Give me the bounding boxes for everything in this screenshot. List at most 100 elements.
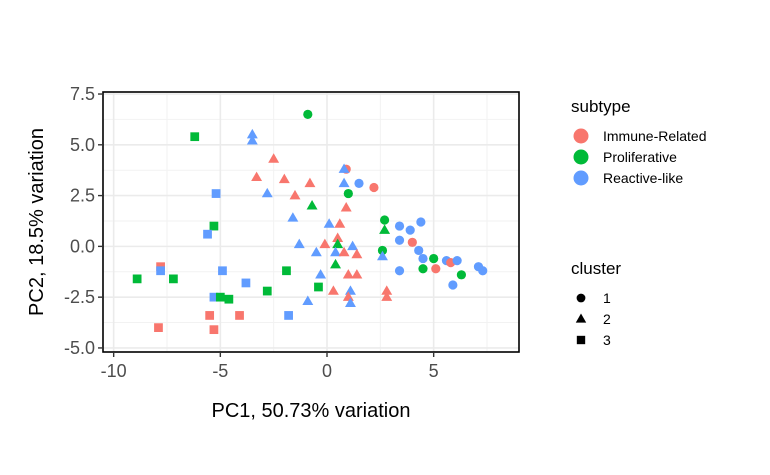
x-tick-label: 5 (429, 361, 439, 381)
data-point-triangle (377, 250, 388, 261)
x-axis: -10 -5 0 5 (101, 352, 439, 381)
data-point-square (154, 323, 163, 332)
legend-key-triangle (575, 313, 587, 323)
data-point-triangle (330, 258, 341, 269)
data-point-triangle (293, 238, 305, 249)
plot-border (102, 91, 520, 353)
data-point-triangle (246, 128, 258, 139)
data-point-circle (418, 264, 428, 274)
data-point-circle (431, 264, 441, 274)
data-point-triangle (327, 285, 339, 295)
data-point-triangle (342, 269, 354, 279)
data-point-circle (418, 253, 428, 264)
legend-label: 1 (603, 290, 611, 306)
data-point-square (224, 294, 234, 304)
data-point-square (209, 292, 219, 302)
legend-key-square (576, 335, 586, 345)
data-point-triangle (338, 163, 350, 173)
data-point-circle (343, 188, 353, 199)
data-point-square (235, 311, 244, 320)
data-point-square (282, 266, 291, 276)
legend-label: Reactive-like (603, 170, 683, 186)
data-point-triangle (334, 218, 346, 228)
data-point-triangle (345, 285, 356, 295)
data-point-square (205, 311, 215, 320)
data-point-square (262, 286, 272, 296)
data-point-triangle (251, 171, 263, 182)
subtype-legend-title: subtype (571, 97, 631, 116)
data-point-circle (456, 270, 466, 280)
data-point-circle (394, 221, 405, 231)
y-axis-title: PC2, 18.5% variation (26, 128, 48, 316)
data-point-square (156, 266, 165, 276)
data-point-triangle (338, 246, 350, 257)
data-point-triangle (302, 295, 314, 305)
data-point-triangle (342, 291, 354, 301)
data-point-circle (414, 245, 424, 256)
data-point-triangle (315, 269, 327, 279)
legend-label: Immune-Related (603, 128, 707, 144)
data-point-square (190, 132, 200, 142)
data-point-triangle (351, 269, 363, 279)
data-point-triangle (287, 212, 299, 222)
data-point-square (132, 274, 142, 284)
subtype-legend: subtype Immune-Related Proliferative React… (571, 97, 707, 186)
cluster-legend: cluster 1 2 3 (571, 259, 621, 348)
y-tick-label: 5.0 (70, 135, 95, 155)
data-point-square (209, 325, 219, 335)
data-point-triangle (351, 248, 363, 259)
data-point-circle (405, 225, 415, 235)
data-point-circle (478, 266, 488, 276)
x-tick-label: 0 (322, 361, 332, 381)
data-point-circle (369, 182, 379, 193)
data-point-triangle (310, 246, 322, 257)
legend-label: Proliferative (603, 149, 677, 165)
data-point-square (241, 278, 251, 288)
data-point-triangle (319, 238, 331, 249)
x-axis-title: PC1, 50.73% variation (211, 400, 410, 422)
data-point-triangle (304, 177, 316, 188)
data-point-triangle (338, 177, 350, 188)
data-point-triangle (381, 285, 393, 295)
y-axis: -5.0 -2.5 0.0 2.5 5.0 7.5 (64, 84, 103, 358)
data-point-circle (416, 217, 426, 227)
y-tick-label: -2.5 (64, 287, 95, 307)
legend-key-circle (573, 149, 589, 165)
grid-lines (103, 92, 519, 352)
data-point-triangle (246, 135, 258, 145)
data-point-triangle (261, 187, 273, 198)
data-point-circle (354, 178, 364, 189)
y-tick-label: 7.5 (70, 84, 95, 104)
data-point-circle (448, 280, 458, 290)
data-point-square (218, 266, 227, 276)
legend-label: 3 (603, 332, 611, 348)
data-point-triangle (289, 189, 301, 200)
data-point-triangle (381, 291, 393, 301)
data-point-triangle (278, 173, 290, 184)
data-point-circle (394, 235, 405, 245)
data-point-square (203, 229, 212, 239)
data-point-triangle (345, 297, 356, 307)
legend-label: 2 (603, 311, 611, 327)
data-point-circle (429, 253, 439, 264)
plot-panel (102, 91, 520, 353)
legend-key-circle (573, 128, 589, 144)
plot-background (103, 92, 519, 352)
y-tick-label: 0.0 (70, 236, 95, 256)
data-points (132, 109, 488, 335)
legend-key-circle (573, 170, 589, 186)
data-point-square (211, 189, 221, 198)
data-point-circle (377, 245, 388, 256)
data-point-triangle (340, 202, 352, 212)
data-point-triangle (332, 238, 344, 249)
data-point-triangle (379, 224, 391, 234)
data-point-square (284, 311, 293, 320)
data-point-triangle (323, 218, 335, 228)
data-point-circle (303, 109, 313, 119)
data-point-triangle (347, 240, 359, 251)
data-point-triangle (268, 153, 280, 163)
data-point-square (169, 274, 178, 284)
data-point-square (215, 292, 225, 302)
data-point-triangle (332, 232, 344, 242)
